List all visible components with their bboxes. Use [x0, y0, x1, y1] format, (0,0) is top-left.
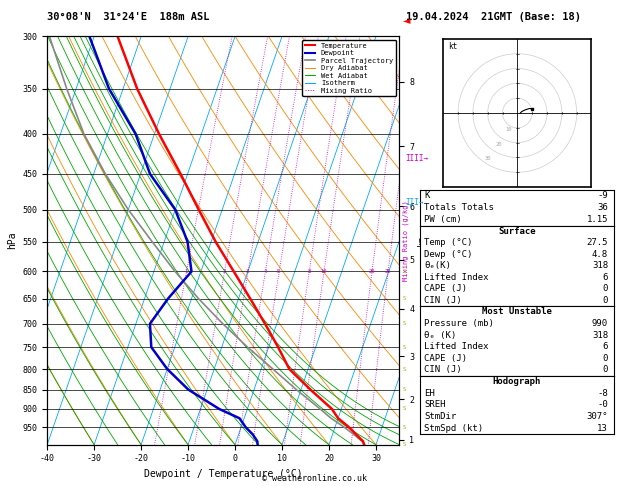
- Text: 30: 30: [485, 156, 491, 161]
- Text: 8: 8: [307, 269, 311, 274]
- Text: Surface: Surface: [498, 227, 536, 236]
- Text: Temp (°C): Temp (°C): [424, 238, 472, 247]
- Text: 20: 20: [369, 269, 375, 274]
- Text: K: K: [424, 191, 430, 200]
- Text: 36: 36: [598, 203, 608, 212]
- Text: CIN (J): CIN (J): [424, 296, 462, 305]
- Text: 10: 10: [320, 269, 327, 274]
- Text: Lifted Index: Lifted Index: [424, 273, 489, 282]
- Text: S: S: [403, 345, 406, 349]
- Text: kt: kt: [448, 42, 457, 51]
- Text: ◄: ◄: [403, 16, 410, 26]
- Text: StmDir: StmDir: [424, 412, 456, 421]
- Text: -0: -0: [598, 400, 608, 409]
- Text: θₑ(K): θₑ(K): [424, 261, 451, 270]
- Text: Totals Totals: Totals Totals: [424, 203, 494, 212]
- Text: S: S: [403, 269, 406, 274]
- X-axis label: Dewpoint / Temperature (°C): Dewpoint / Temperature (°C): [144, 469, 303, 479]
- Text: 5: 5: [277, 269, 281, 274]
- Text: S: S: [403, 366, 406, 371]
- Text: 307°: 307°: [587, 412, 608, 421]
- Text: 3: 3: [246, 269, 249, 274]
- Text: 0: 0: [603, 354, 608, 363]
- Text: CIN (J): CIN (J): [424, 365, 462, 374]
- Text: Lifted Index: Lifted Index: [424, 342, 489, 351]
- Text: 30°08'N  31°24'E  188m ASL: 30°08'N 31°24'E 188m ASL: [47, 12, 209, 22]
- Text: 318: 318: [592, 261, 608, 270]
- Text: PW (cm): PW (cm): [424, 215, 462, 224]
- Y-axis label: km
ASL: km ASL: [417, 233, 437, 248]
- Text: Dewp (°C): Dewp (°C): [424, 250, 472, 259]
- Text: 1: 1: [184, 269, 187, 274]
- Text: 4.8: 4.8: [592, 250, 608, 259]
- Text: -8: -8: [598, 389, 608, 398]
- Text: 6: 6: [603, 273, 608, 282]
- Legend: Temperature, Dewpoint, Parcel Trajectory, Dry Adiabat, Wet Adiabat, Isotherm, Mi: Temperature, Dewpoint, Parcel Trajectory…: [302, 40, 396, 96]
- Text: 2: 2: [223, 269, 226, 274]
- Text: StmSpd (kt): StmSpd (kt): [424, 424, 483, 433]
- Text: Pressure (mb): Pressure (mb): [424, 319, 494, 328]
- Text: Most Unstable: Most Unstable: [482, 308, 552, 316]
- Text: 4: 4: [264, 269, 267, 274]
- Text: S: S: [403, 425, 406, 430]
- Text: -9: -9: [598, 191, 608, 200]
- Text: 0: 0: [603, 296, 608, 305]
- Text: 20: 20: [495, 141, 501, 147]
- Text: IIII→: IIII→: [406, 154, 429, 163]
- Text: 25: 25: [384, 269, 391, 274]
- Text: 318: 318: [592, 330, 608, 340]
- Text: 6: 6: [603, 342, 608, 351]
- Text: 0: 0: [603, 365, 608, 374]
- Text: Mixing Ratio (g/kg): Mixing Ratio (g/kg): [403, 200, 409, 281]
- Text: Hodograph: Hodograph: [493, 377, 541, 386]
- Text: SREH: SREH: [424, 400, 445, 409]
- Text: © weatheronline.co.uk: © weatheronline.co.uk: [262, 474, 367, 483]
- Text: 0: 0: [603, 284, 608, 294]
- Text: S: S: [403, 321, 406, 326]
- Text: 27.5: 27.5: [587, 238, 608, 247]
- Text: 19.04.2024  21GMT (Base: 18): 19.04.2024 21GMT (Base: 18): [406, 12, 581, 22]
- Y-axis label: hPa: hPa: [7, 232, 17, 249]
- Text: CAPE (J): CAPE (J): [424, 354, 467, 363]
- Text: S: S: [403, 442, 406, 447]
- Text: 1.15: 1.15: [587, 215, 608, 224]
- Text: θₑ (K): θₑ (K): [424, 330, 456, 340]
- Text: CAPE (J): CAPE (J): [424, 284, 467, 294]
- Text: S: S: [403, 387, 406, 392]
- Text: III→: III→: [406, 198, 424, 208]
- Text: S: S: [403, 296, 406, 301]
- Text: 10: 10: [506, 127, 512, 132]
- Text: 990: 990: [592, 319, 608, 328]
- Text: 13: 13: [598, 424, 608, 433]
- Text: EH: EH: [424, 389, 435, 398]
- Text: S: S: [403, 406, 406, 412]
